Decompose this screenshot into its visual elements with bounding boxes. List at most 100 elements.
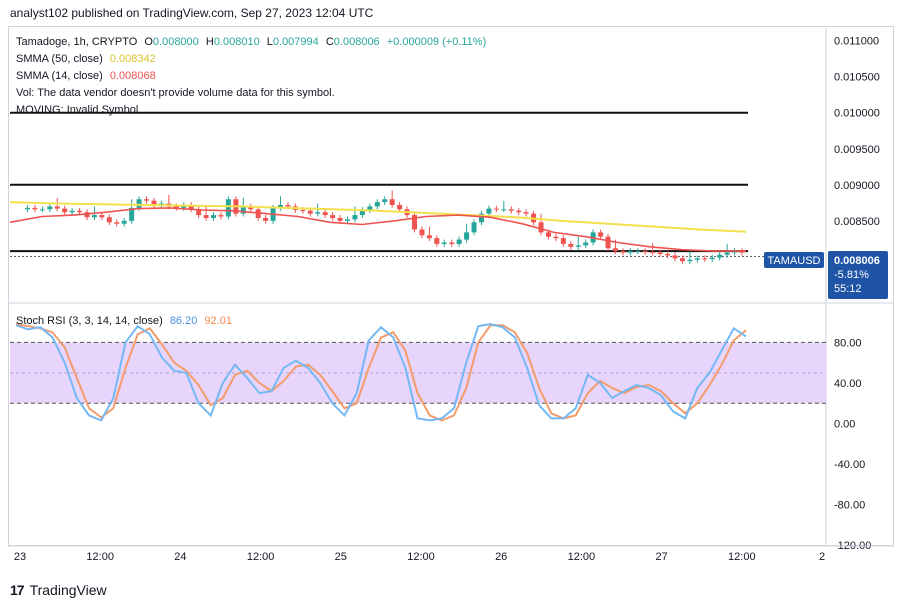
stoch-k-line xyxy=(15,323,747,422)
candle-body xyxy=(411,215,417,230)
candle-body xyxy=(359,210,365,216)
tradingview-logo-icon: 17 xyxy=(10,582,25,598)
candle-body xyxy=(441,242,447,244)
candle-body xyxy=(538,222,544,233)
candle-body xyxy=(687,259,693,262)
candle-body xyxy=(69,210,75,213)
symbol-tag: TAMAUSD xyxy=(768,255,821,267)
time-tick-label: 12:00 xyxy=(568,551,596,563)
price-tag-price: 0.008006 xyxy=(834,255,880,267)
candle-body xyxy=(106,217,112,223)
candle-body xyxy=(553,236,559,239)
candle-body xyxy=(650,251,656,253)
candle-body xyxy=(672,255,678,259)
candle-body xyxy=(151,200,157,206)
price-tick-label: 0.009000 xyxy=(834,180,880,192)
candle-body xyxy=(382,199,388,203)
legend-smma50: SMMA (50, close) 0.008342 xyxy=(16,53,156,65)
candle-body xyxy=(486,208,492,214)
candle-body xyxy=(598,232,604,237)
candle-body xyxy=(62,208,68,213)
candle-body xyxy=(508,209,514,211)
legend-smma14: SMMA (14, close) 0.008068 xyxy=(16,70,156,82)
candle-body xyxy=(322,212,328,216)
candle-body xyxy=(240,206,246,214)
price-tick-label: 0.009500 xyxy=(834,144,880,156)
candle-body xyxy=(367,206,373,211)
candle-body xyxy=(702,258,708,260)
candle-body xyxy=(196,209,202,216)
time-tick-label: 12:00 xyxy=(86,551,114,563)
candle-body xyxy=(449,242,455,244)
candle-body xyxy=(568,243,574,247)
legend-vol: Vol: The data vendor doesn't provide vol… xyxy=(16,87,335,99)
price-tag-bg xyxy=(828,251,888,299)
candle-body xyxy=(218,215,224,217)
candle-body xyxy=(419,229,425,236)
candle-body xyxy=(389,199,395,205)
candle-body xyxy=(24,207,30,210)
candle-body xyxy=(39,209,45,211)
price-tick-label: 0.011000 xyxy=(834,36,879,48)
candle-body xyxy=(516,210,522,213)
candle-body xyxy=(285,204,291,207)
candle-body xyxy=(560,238,566,244)
candle-body xyxy=(478,213,484,223)
candle-body xyxy=(464,232,470,240)
price-legend: Tamadoge, 1h, CRYPTO O0.008000 H0.008010… xyxy=(16,36,486,116)
candle-body xyxy=(426,235,432,239)
stoch-pane xyxy=(8,302,894,422)
legend-moving: MOVING: Invalid Symbol xyxy=(16,104,138,116)
legend-symbol: Tamadoge, 1h, CRYPTO O0.008000 H0.008010… xyxy=(16,36,486,48)
tradingview-brand[interactable]: 17 TradingView xyxy=(10,582,107,598)
price-tick-label: 0.010500 xyxy=(834,72,880,84)
candle-body xyxy=(315,212,321,214)
price-levels xyxy=(10,111,826,257)
candle-body xyxy=(99,215,105,218)
price-tag-countdown: 55:12 xyxy=(834,283,862,295)
time-tick-label: 12:00 xyxy=(247,551,275,563)
time-tick-label: 23 xyxy=(14,551,26,563)
candle-body xyxy=(575,245,581,247)
brand-name: TradingView xyxy=(29,582,107,598)
candle-body xyxy=(77,210,83,213)
stoch-legend: Stoch RSI (3, 3, 14, 14, close) 86.20 92… xyxy=(16,315,232,327)
candle-body xyxy=(709,257,715,260)
price-tick-label: 0.008500 xyxy=(834,216,880,228)
price-tag: TAMAUSD 0.008006 -5.81% 55:12 xyxy=(764,251,888,299)
price-tick-label: 0.010000 xyxy=(834,108,880,120)
publish-line: analyst102 published on TradingView.com,… xyxy=(10,6,374,20)
candle-body xyxy=(91,215,97,218)
candle-body xyxy=(434,238,440,244)
time-tick-label: 27 xyxy=(655,551,667,563)
candle-body xyxy=(612,248,618,252)
stoch-tick-label: 80.00 xyxy=(834,337,862,349)
candle-body xyxy=(345,219,351,221)
candle-body xyxy=(724,252,730,255)
candle-body xyxy=(47,206,53,210)
candle-body xyxy=(263,217,269,221)
smma14-line xyxy=(9,207,746,252)
candle-body xyxy=(583,242,589,246)
candle-body xyxy=(248,206,254,210)
price-tag-change: -5.81% xyxy=(834,269,869,281)
candle-body xyxy=(717,254,723,258)
candle-body xyxy=(627,251,633,253)
stoch-tick-label: 0.00 xyxy=(834,418,855,430)
stoch-tick-label: -80.00 xyxy=(834,499,865,511)
time-tick-label: 24 xyxy=(174,551,186,563)
candle-body xyxy=(374,202,380,207)
candle-body xyxy=(657,252,663,255)
candle-body xyxy=(173,206,179,208)
candle-body xyxy=(679,258,685,262)
time-tick-label: 2 xyxy=(819,551,825,563)
candle-body xyxy=(307,210,313,214)
candle-body xyxy=(203,215,209,218)
candle-body xyxy=(32,207,38,210)
candle-body xyxy=(300,210,306,212)
stoch-tick-label: 40.00 xyxy=(834,378,862,390)
stoch-tick-label: -40.00 xyxy=(834,459,865,471)
candle-body xyxy=(278,204,284,208)
